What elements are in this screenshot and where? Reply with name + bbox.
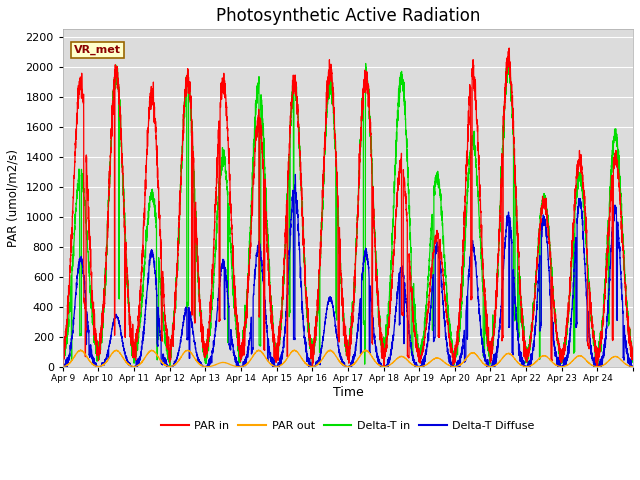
X-axis label: Time: Time	[333, 386, 364, 399]
Delta-T in	[177, 162, 185, 168]
Line: PAR in: PAR in	[63, 48, 633, 367]
PAR out	[505, 350, 513, 356]
Line: Delta-T Diffuse: Delta-T Diffuse	[63, 174, 633, 367]
Delta-T Diffuse	[177, 334, 185, 340]
PAR in	[400, 174, 408, 180]
PAR out	[547, 358, 555, 364]
PAR out	[532, 359, 540, 364]
Delta-T Diffuse	[369, 325, 377, 331]
PAR in	[547, 357, 555, 362]
Delta-T Diffuse	[292, 171, 300, 177]
Delta-T Diffuse	[61, 364, 69, 370]
Text: VR_met: VR_met	[74, 45, 121, 55]
PAR out	[177, 354, 185, 360]
Delta-T in	[505, 71, 513, 77]
PAR in	[177, 176, 185, 181]
PAR in	[59, 342, 67, 348]
Delta-T in	[547, 265, 555, 271]
Title: Photosynthetic Active Radiation: Photosynthetic Active Radiation	[216, 7, 480, 25]
Line: PAR out: PAR out	[63, 350, 633, 367]
Legend: PAR in, PAR out, Delta-T in, Delta-T Diffuse: PAR in, PAR out, Delta-T in, Delta-T Dif…	[157, 417, 540, 435]
PAR in	[506, 45, 513, 51]
Line: Delta-T in: Delta-T in	[63, 59, 633, 366]
Delta-T in	[59, 348, 67, 354]
Delta-T Diffuse	[400, 341, 408, 347]
PAR in	[629, 352, 637, 358]
Delta-T Diffuse	[505, 214, 513, 219]
PAR out	[369, 356, 377, 361]
Y-axis label: PAR (umol/m2/s): PAR (umol/m2/s)	[7, 149, 20, 247]
Delta-T Diffuse	[59, 364, 67, 370]
PAR in	[593, 364, 601, 370]
Delta-T in	[506, 56, 513, 61]
Delta-T in	[369, 197, 377, 203]
PAR in	[369, 201, 377, 207]
Delta-T Diffuse	[532, 304, 540, 310]
Delta-T in	[532, 266, 540, 272]
PAR in	[532, 268, 540, 274]
Delta-T Diffuse	[629, 363, 637, 369]
Delta-T in	[629, 354, 637, 360]
PAR out	[59, 364, 67, 370]
PAR out	[400, 354, 408, 360]
Delta-T Diffuse	[547, 307, 555, 313]
Delta-T in	[400, 92, 408, 98]
PAR out	[629, 364, 637, 370]
PAR out	[202, 364, 209, 370]
Delta-T in	[166, 363, 173, 369]
PAR out	[77, 347, 84, 353]
PAR in	[504, 57, 512, 63]
